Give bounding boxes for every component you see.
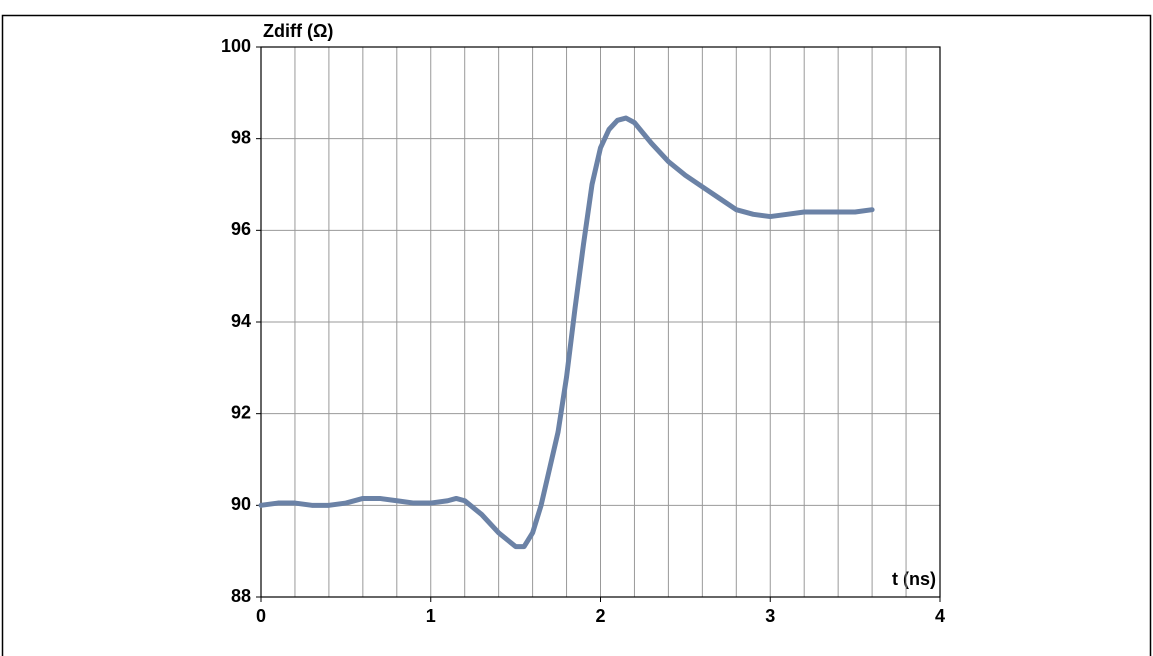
x-tick-label: 0 bbox=[256, 606, 266, 626]
x-tick-label: 4 bbox=[935, 606, 945, 626]
y-tick-label: 88 bbox=[231, 586, 251, 606]
x-tick-label: 3 bbox=[765, 606, 775, 626]
y-tick-label: 96 bbox=[231, 219, 251, 239]
y-axis-label: Zdiff (Ω) bbox=[263, 21, 333, 41]
y-tick-label: 90 bbox=[231, 494, 251, 514]
y-tick-label: 100 bbox=[221, 36, 251, 56]
y-tick-label: 92 bbox=[231, 402, 251, 422]
frame bbox=[1, 14, 1152, 656]
data-line bbox=[258, 115, 875, 550]
x-tick-label: 1 bbox=[426, 606, 436, 626]
y-tick-label: 98 bbox=[231, 127, 251, 147]
x-axis-label: t (ns) bbox=[892, 569, 936, 589]
x-tick-label: 2 bbox=[595, 606, 605, 626]
y-tick-label: 94 bbox=[231, 311, 251, 331]
